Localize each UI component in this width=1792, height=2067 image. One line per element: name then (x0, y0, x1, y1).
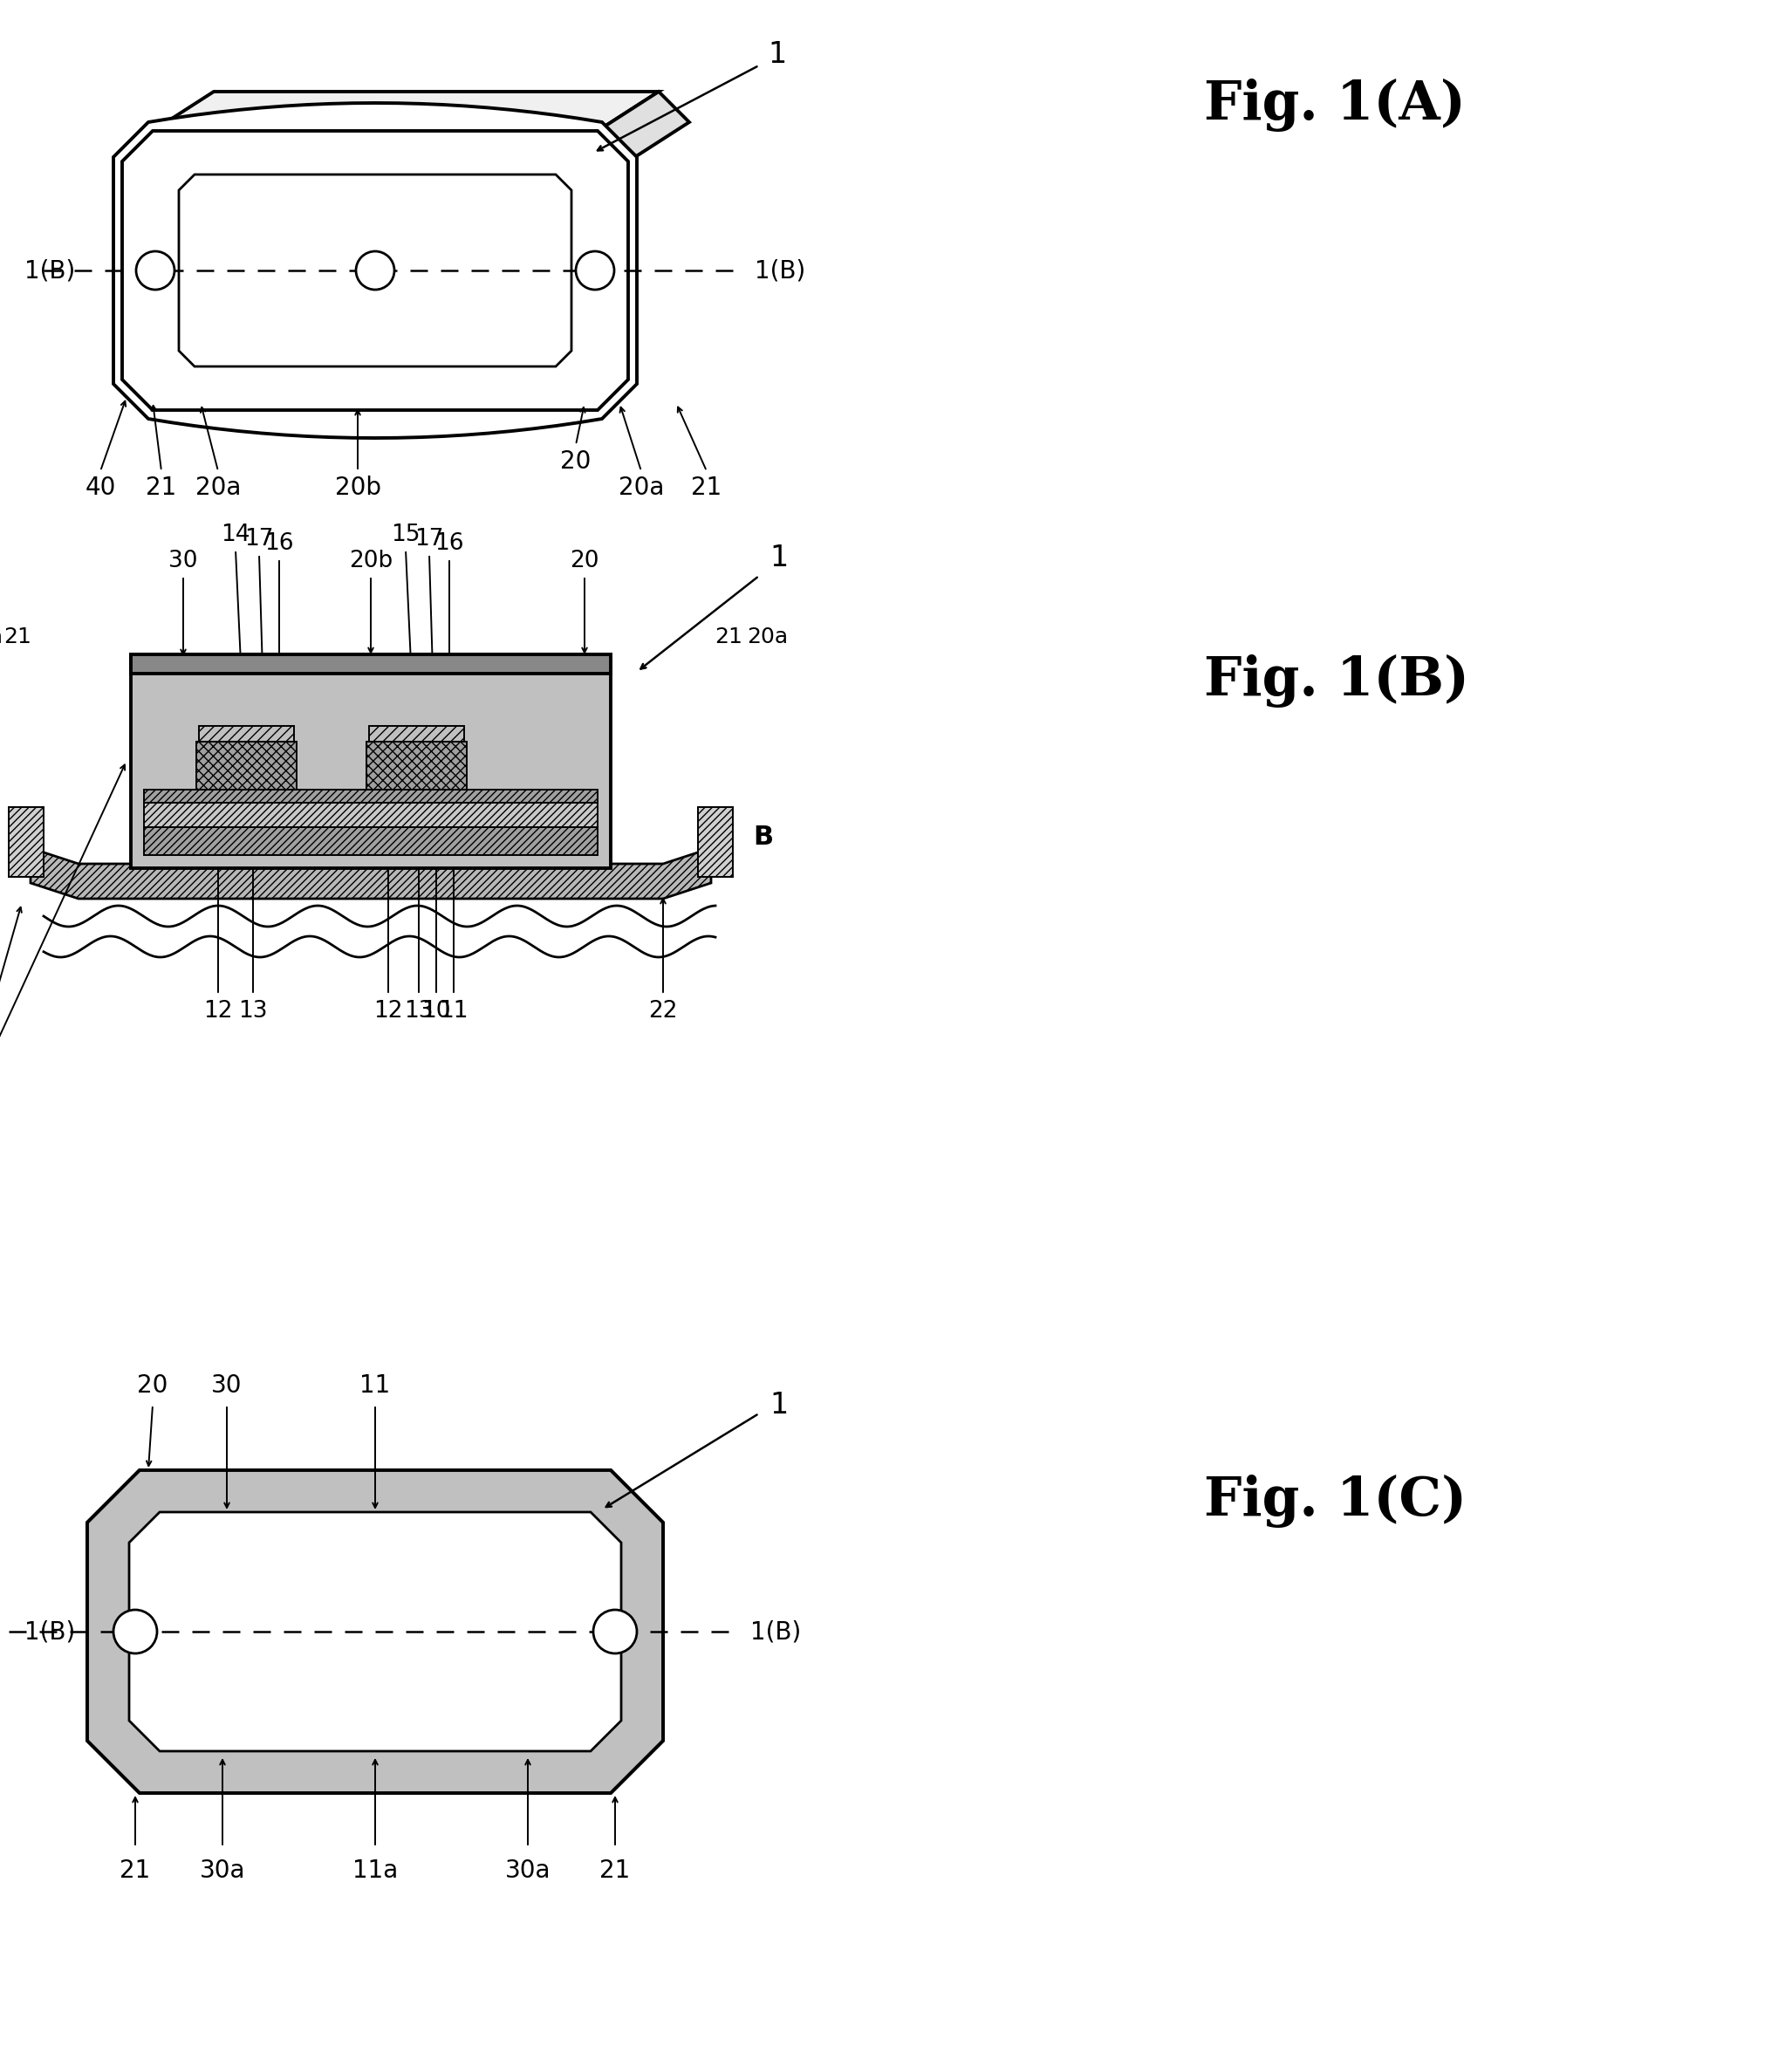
Text: 20: 20 (561, 449, 591, 473)
Text: 1(B): 1(B) (751, 1618, 801, 1643)
Text: 30a: 30a (505, 1858, 550, 1883)
Text: 15: 15 (391, 523, 421, 546)
Text: 1: 1 (769, 544, 788, 573)
Polygon shape (129, 1513, 622, 1751)
Text: 22: 22 (649, 1000, 677, 1023)
Text: 20b: 20b (335, 475, 382, 500)
Text: 20b: 20b (349, 550, 392, 573)
Text: 21: 21 (4, 626, 30, 647)
Text: 11a: 11a (353, 1858, 398, 1883)
Bar (131, 655, 611, 868)
Text: 12: 12 (204, 1000, 233, 1023)
Text: Fig. 1(A): Fig. 1(A) (1204, 79, 1466, 132)
Text: Fig. 1(C): Fig. 1(C) (1204, 1474, 1466, 1528)
Text: 16: 16 (435, 531, 464, 554)
Text: 21: 21 (145, 475, 177, 500)
Text: 11: 11 (439, 1000, 468, 1023)
Text: 20a: 20a (0, 626, 4, 647)
Polygon shape (152, 91, 659, 130)
Text: B: B (753, 825, 774, 850)
Text: 1(B): 1(B) (25, 258, 75, 283)
Polygon shape (30, 847, 711, 899)
Bar (199, 726, 294, 742)
Text: 1(B): 1(B) (25, 1618, 75, 1643)
Text: 14: 14 (220, 523, 251, 546)
Circle shape (113, 1610, 158, 1654)
Polygon shape (88, 1470, 663, 1792)
Bar (366, 742, 466, 790)
Text: 20: 20 (138, 1372, 168, 1397)
Bar (143, 827, 597, 856)
Polygon shape (179, 174, 572, 366)
Text: 21: 21 (692, 475, 722, 500)
Circle shape (593, 1610, 636, 1654)
Text: 20a: 20a (618, 475, 665, 500)
Text: 30: 30 (211, 1372, 242, 1397)
Circle shape (136, 252, 174, 289)
Text: 21: 21 (715, 626, 742, 647)
Bar (197, 742, 297, 790)
Text: 30a: 30a (199, 1858, 246, 1883)
Polygon shape (597, 91, 690, 161)
Text: 16: 16 (265, 531, 294, 554)
Polygon shape (113, 103, 636, 438)
Bar (131, 655, 611, 674)
Bar (143, 790, 597, 802)
Text: 1: 1 (767, 39, 787, 68)
Text: 21: 21 (600, 1858, 631, 1883)
Bar (143, 802, 597, 827)
Bar (369, 726, 464, 742)
Text: 11: 11 (360, 1372, 391, 1397)
Bar (697, 806, 733, 876)
Text: 13: 13 (405, 1000, 434, 1023)
Text: 10: 10 (421, 1000, 452, 1023)
Text: 21: 21 (120, 1858, 151, 1883)
Text: 17: 17 (414, 527, 444, 550)
Text: 20: 20 (570, 550, 599, 573)
Polygon shape (88, 1470, 663, 1792)
Polygon shape (122, 130, 629, 409)
Text: 30: 30 (168, 550, 197, 573)
Circle shape (575, 252, 615, 289)
Text: 20a: 20a (195, 475, 240, 500)
Text: 13: 13 (238, 1000, 267, 1023)
Text: 12: 12 (373, 1000, 403, 1023)
Text: Fig. 1(B): Fig. 1(B) (1204, 653, 1469, 707)
Text: 1: 1 (769, 1391, 788, 1420)
Text: 40: 40 (84, 475, 116, 500)
Text: 20a: 20a (747, 626, 788, 647)
Text: 17: 17 (244, 527, 274, 550)
Text: 1(B): 1(B) (754, 258, 805, 283)
Circle shape (357, 252, 394, 289)
Bar (9, 806, 43, 876)
